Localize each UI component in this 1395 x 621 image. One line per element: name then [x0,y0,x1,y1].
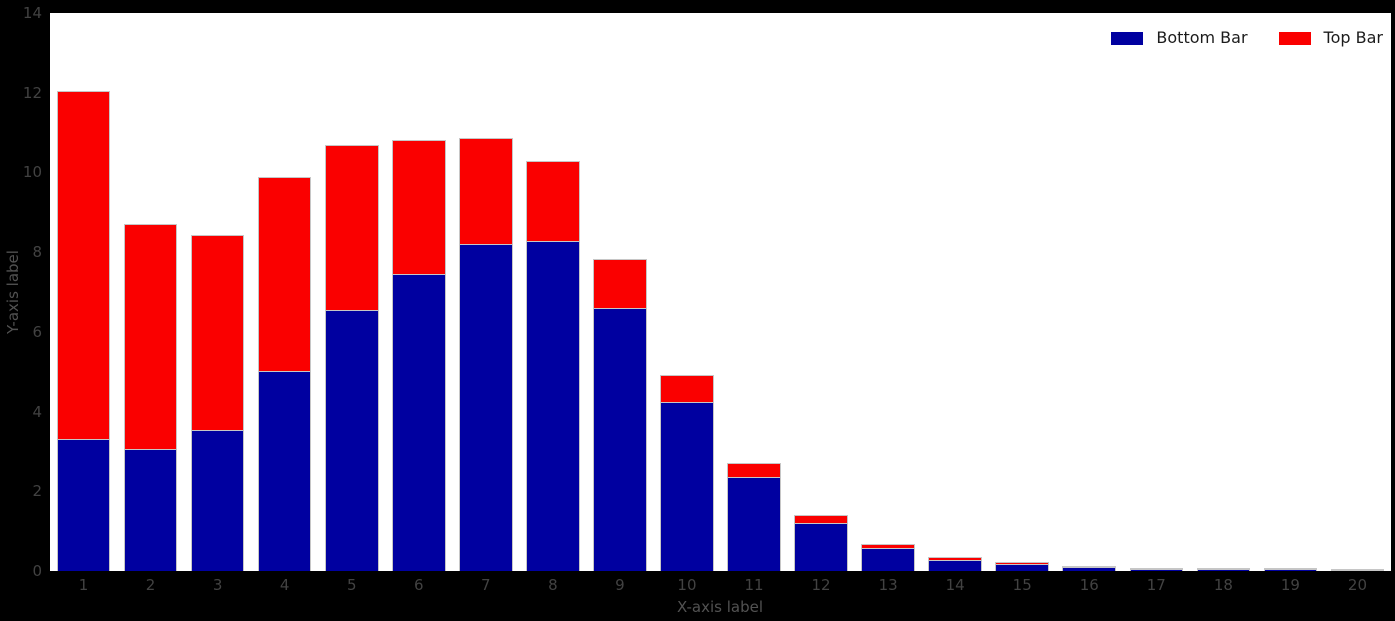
y-tick-label-4: 4 [32,402,42,421]
x-axis-title: X-axis label [676,598,764,616]
x-tick-label-7: 7 [481,576,491,594]
plot-area: Bottom Bar Top Bar [50,13,1391,571]
bar-19-top-segment [1263,568,1318,570]
bar-group-10 [660,13,714,571]
bar-14-bottom-segment [928,560,982,571]
bar-9-bottom-segment [593,308,647,571]
bar-15-top-segment [995,561,1050,565]
bar-15-bottom-segment [995,564,1050,571]
bar-group-13 [861,13,915,571]
bar-17-bottom-segment [1129,569,1184,571]
bar-group-17 [1129,13,1184,571]
bar-group-19 [1263,13,1318,571]
bar-20-top-segment [1330,569,1385,571]
x-tick-label-10: 10 [677,576,697,594]
x-tick-label-5: 5 [346,576,357,594]
legend-swatch-icon [1278,31,1311,45]
x-tick-label-19: 19 [1280,576,1300,594]
bar-9-top-segment [593,258,647,309]
legend-item-bottom-bar: Bottom Bar [1109,29,1249,47]
bar-1-bottom-segment [56,439,111,571]
bar-13-top-segment [861,543,915,548]
bar-8-bottom-segment [526,240,580,571]
bar-18-top-segment [1196,568,1251,570]
y-tick-label-12: 12 [22,83,42,102]
bar-group-8 [526,13,580,571]
bar-group-4 [257,13,312,571]
bar-group-18 [1196,13,1251,571]
bar-group-14 [928,13,982,571]
bar-group-6 [391,13,446,571]
bar-13-bottom-segment [861,547,915,571]
x-tick-label-14: 14 [945,576,965,594]
y-tick-label-0: 0 [32,562,42,580]
bar-3-top-segment [190,235,245,430]
bar-group-16 [1062,13,1117,571]
bar-1-top-segment [56,90,111,440]
x-tick-label-1: 1 [78,576,89,594]
bar-8-top-segment [526,160,580,241]
x-tick-label-6: 6 [413,576,424,594]
bar-6-top-segment [391,140,446,275]
bar-5-top-segment [324,145,379,311]
x-tick-label-20: 20 [1347,576,1368,594]
x-tick-label-17: 17 [1146,576,1166,594]
bar-group-2 [123,13,178,571]
legend-item-top-bar: Top Bar [1277,29,1385,47]
legend-swatch-icon [1111,31,1144,45]
bar-group-9 [593,13,647,571]
bar-group-12 [794,13,848,571]
legend-label: Top Bar [1323,28,1383,47]
bar-16-top-segment [1062,565,1117,568]
bar-group-1 [56,13,111,571]
legend: Bottom Bar Top Bar [1109,29,1385,47]
bar-2-bottom-segment [123,448,178,571]
bar-20-bottom-segment [1330,570,1385,571]
x-tick-label-4: 4 [279,576,290,594]
bar-11-top-segment [727,463,781,477]
bar-19-bottom-segment [1263,569,1318,571]
y-tick-label-10: 10 [22,163,42,182]
bar-group-3 [190,13,245,571]
bar-5-bottom-segment [324,310,379,571]
x-tick-label-15: 15 [1012,576,1032,594]
bar-14-top-segment [928,557,982,561]
bar-group-11 [727,13,781,571]
x-tick-label-9: 9 [615,576,625,594]
bar-10-top-segment [660,374,714,403]
x-tick-label-16: 16 [1079,576,1099,594]
y-tick-label-2: 2 [32,482,42,501]
legend-label: Bottom Bar [1156,28,1248,47]
bar-group-5 [324,13,379,571]
bar-group-20 [1330,13,1385,571]
x-tick-label-3: 3 [212,576,223,594]
x-tick-label-12: 12 [811,576,831,594]
x-tick-label-2: 2 [145,576,156,594]
bar-10-bottom-segment [660,402,714,571]
bar-group-7 [459,13,513,571]
bar-11-bottom-segment [727,476,781,571]
x-tick-label-13: 13 [878,576,898,594]
bar-4-top-segment [257,177,312,371]
bar-18-bottom-segment [1196,569,1251,571]
bar-7-bottom-segment [459,244,513,571]
bar-7-top-segment [459,138,513,245]
bars-layer [50,13,1391,571]
bar-4-bottom-segment [257,370,312,571]
bar-16-bottom-segment [1062,567,1117,571]
bar-2-top-segment [123,224,178,449]
y-tick-label-14: 14 [22,4,42,22]
bar-17-top-segment [1129,568,1184,570]
bar-6-bottom-segment [391,274,446,571]
x-tick-label-11: 11 [744,576,764,594]
x-tick-label-18: 18 [1213,576,1233,594]
bar-12-bottom-segment [794,523,848,571]
x-tick-label-8: 8 [548,576,558,594]
bar-group-15 [995,13,1050,571]
bar-3-bottom-segment [190,429,245,571]
y-axis-title: Y-axis label [4,250,22,334]
bar-12-top-segment [794,515,848,524]
